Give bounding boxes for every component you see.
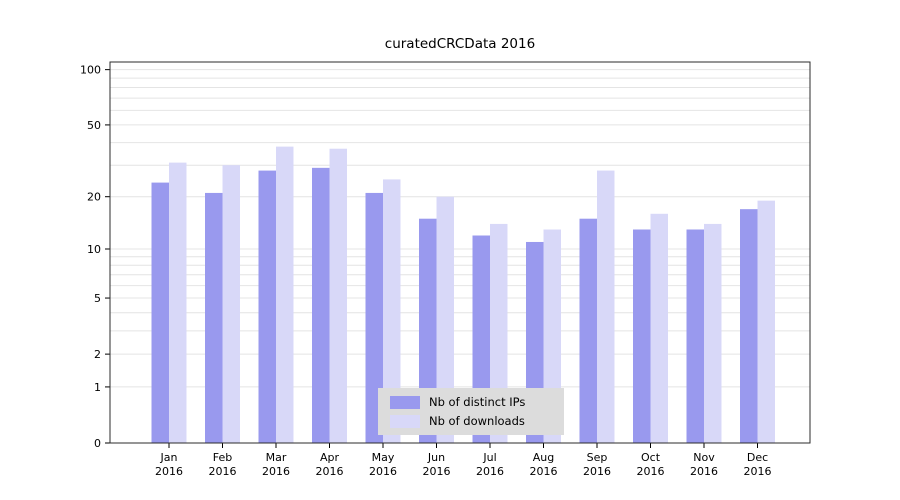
bar-distinct-ips-nov — [686, 229, 704, 443]
legend-item-downloads: Nb of downloads — [390, 414, 552, 428]
bar-distinct-ips-may — [365, 192, 383, 443]
bar-distinct-ips-jan — [151, 182, 169, 443]
chart-title: curatedCRCData 2016 — [384, 36, 536, 52]
bar-distinct-ips-mar — [258, 170, 276, 443]
legend: Nb of distinct IPs Nb of downloads — [378, 388, 564, 435]
x-tick-label-year: 2016 — [316, 465, 344, 478]
bar-downloads-mar — [276, 146, 294, 443]
legend-label: Nb of distinct IPs — [429, 395, 526, 409]
x-tick-label-month: Feb — [213, 451, 232, 464]
x-tick-label-year: 2016 — [744, 465, 772, 478]
x-tick-label-year: 2016 — [476, 465, 504, 478]
legend-label: Nb of downloads — [429, 414, 525, 428]
legend-swatch — [390, 395, 420, 409]
bar-downloads-oct — [650, 213, 668, 443]
x-tick-label-year: 2016 — [423, 465, 451, 478]
bar-downloads-feb — [222, 165, 240, 443]
bar-distinct-ips-apr — [312, 167, 330, 443]
legend-swatch — [390, 414, 420, 428]
x-tick-label-month: Jun — [427, 451, 445, 464]
bar-downloads-may — [383, 179, 401, 443]
x-tick-label-year: 2016 — [637, 465, 665, 478]
bar-distinct-ips-sep — [579, 218, 597, 443]
x-tick-label-year: 2016 — [583, 465, 611, 478]
y-tick-label: 50 — [87, 119, 101, 132]
y-tick-label: 0 — [94, 437, 101, 450]
x-tick-label-year: 2016 — [690, 465, 718, 478]
bar-downloads-jun — [436, 196, 454, 443]
x-tick-label-month: Mar — [266, 451, 287, 464]
bar-distinct-ips-jun — [419, 218, 437, 443]
x-tick-label-month: Jan — [160, 451, 178, 464]
x-tick-label-year: 2016 — [369, 465, 397, 478]
x-tick-label-month: Oct — [641, 451, 661, 464]
bar-downloads-jan — [169, 162, 187, 444]
x-tick-label-year: 2016 — [530, 465, 558, 478]
x-tick-label-month: May — [372, 451, 395, 464]
x-tick-label-year: 2016 — [155, 465, 183, 478]
x-tick-label-year: 2016 — [262, 465, 290, 478]
y-tick-label: 10 — [87, 243, 101, 256]
x-tick-label-month: Jul — [482, 451, 496, 464]
x-tick-label-month: Apr — [320, 451, 340, 464]
x-tick-label-year: 2016 — [209, 465, 237, 478]
x-tick-label-month: Sep — [587, 451, 608, 464]
y-tick-label: 1 — [94, 381, 101, 394]
bar-distinct-ips-dec — [740, 209, 758, 443]
y-tick-label: 100 — [80, 64, 101, 77]
x-tick-label-month: Dec — [747, 451, 768, 464]
y-tick-label: 2 — [94, 348, 101, 361]
y-tick-label: 20 — [87, 191, 101, 204]
x-tick-label-month: Aug — [533, 451, 554, 464]
y-tick-label: 5 — [94, 292, 101, 305]
legend-item-distinct-ips: Nb of distinct IPs — [390, 395, 552, 409]
x-tick-label-month: Nov — [693, 451, 715, 464]
bar-downloads-sep — [597, 170, 615, 443]
bar-downloads-apr — [329, 148, 347, 444]
bar-downloads-nov — [704, 223, 722, 443]
bar-downloads-dec — [757, 200, 775, 443]
bar-distinct-ips-oct — [633, 229, 651, 443]
bar-distinct-ips-feb — [205, 192, 223, 443]
plot-border — [109, 61, 811, 444]
